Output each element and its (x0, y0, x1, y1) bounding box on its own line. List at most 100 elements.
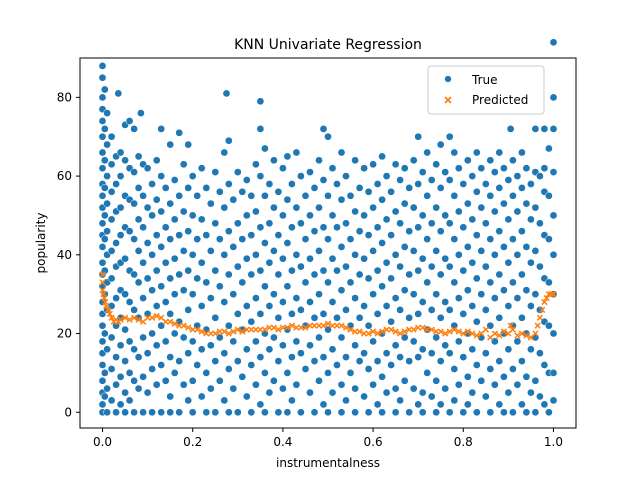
true-point (130, 199, 138, 208)
true-point (252, 160, 260, 169)
series-true-points (98, 38, 558, 417)
true-point (459, 408, 468, 417)
true-point (148, 329, 156, 338)
true-point (333, 361, 341, 369)
true-point (549, 93, 558, 102)
true-point (206, 247, 215, 255)
predicted-point (482, 326, 489, 333)
true-point (337, 148, 346, 157)
predicted-point (185, 324, 192, 331)
true-point (202, 369, 211, 377)
true-point (369, 160, 377, 169)
true-point (211, 266, 220, 275)
true-point (256, 223, 265, 232)
true-point (161, 184, 170, 192)
true-point (98, 361, 107, 369)
true-point (125, 337, 134, 346)
true-point (536, 172, 544, 180)
true-point (121, 325, 129, 334)
true-point (139, 223, 147, 232)
true-point (103, 345, 111, 354)
true-point (351, 341, 359, 350)
true-point (125, 298, 134, 306)
true-point (148, 211, 156, 220)
true-point (468, 302, 477, 310)
predicted-point (126, 316, 133, 323)
predicted-point (117, 316, 124, 323)
true-point (297, 172, 305, 180)
true-point (98, 219, 107, 228)
true-point (270, 203, 278, 212)
true-point (427, 306, 436, 314)
predicted-point (518, 330, 526, 337)
true-point (270, 333, 278, 342)
true-point (445, 219, 454, 228)
true-point (436, 313, 445, 322)
true-point (211, 219, 220, 228)
true-point (432, 247, 441, 255)
true-point (184, 227, 193, 236)
true-point (233, 408, 242, 417)
true-point (409, 337, 418, 346)
true-point (283, 239, 292, 247)
true-point (522, 286, 531, 295)
true-point (495, 184, 504, 192)
true-point (346, 369, 355, 377)
true-point (382, 258, 391, 267)
true-point (224, 408, 233, 417)
true-point (527, 345, 535, 354)
predicted-point (365, 330, 372, 337)
true-point (184, 266, 193, 275)
predicted-point (212, 330, 219, 337)
true-point (233, 357, 242, 365)
true-point (450, 278, 459, 287)
true-point (184, 184, 193, 192)
true-point (233, 219, 242, 228)
true-point (378, 282, 386, 291)
predicted-point (401, 328, 408, 335)
true-point (238, 187, 247, 196)
true-point (540, 164, 549, 173)
true-point (148, 250, 156, 259)
true-point (355, 313, 364, 322)
true-point (472, 274, 481, 283)
true-point (170, 176, 179, 184)
predicted-point (302, 324, 309, 331)
true-point (247, 191, 256, 200)
true-point (161, 223, 170, 232)
true-point (513, 380, 522, 389)
true-point (242, 211, 251, 220)
true-point (432, 408, 441, 417)
true-point (382, 349, 391, 358)
true-point (242, 254, 251, 263)
true-point (139, 191, 147, 200)
true-point (527, 215, 535, 224)
true-point (540, 361, 549, 369)
true-point (193, 235, 202, 243)
true-point (545, 278, 553, 287)
true-point (328, 298, 337, 306)
true-point (143, 274, 152, 283)
predicted-point (275, 326, 282, 333)
true-point (166, 310, 175, 318)
predicted-point (455, 328, 462, 335)
true-point (513, 250, 522, 259)
true-point (468, 258, 477, 267)
true-point (166, 199, 175, 208)
true-point (98, 191, 107, 200)
true-point (256, 310, 265, 318)
true-point (125, 227, 134, 236)
true-point (432, 333, 441, 342)
true-point (536, 219, 544, 228)
true-point (355, 184, 364, 192)
true-point (166, 140, 175, 149)
true-point (409, 247, 418, 255)
true-point (233, 168, 242, 176)
true-point (427, 176, 436, 184)
true-point (351, 294, 359, 302)
true-point (175, 270, 184, 279)
true-point (274, 270, 283, 279)
predicted-point (514, 332, 521, 339)
true-point (378, 152, 386, 161)
